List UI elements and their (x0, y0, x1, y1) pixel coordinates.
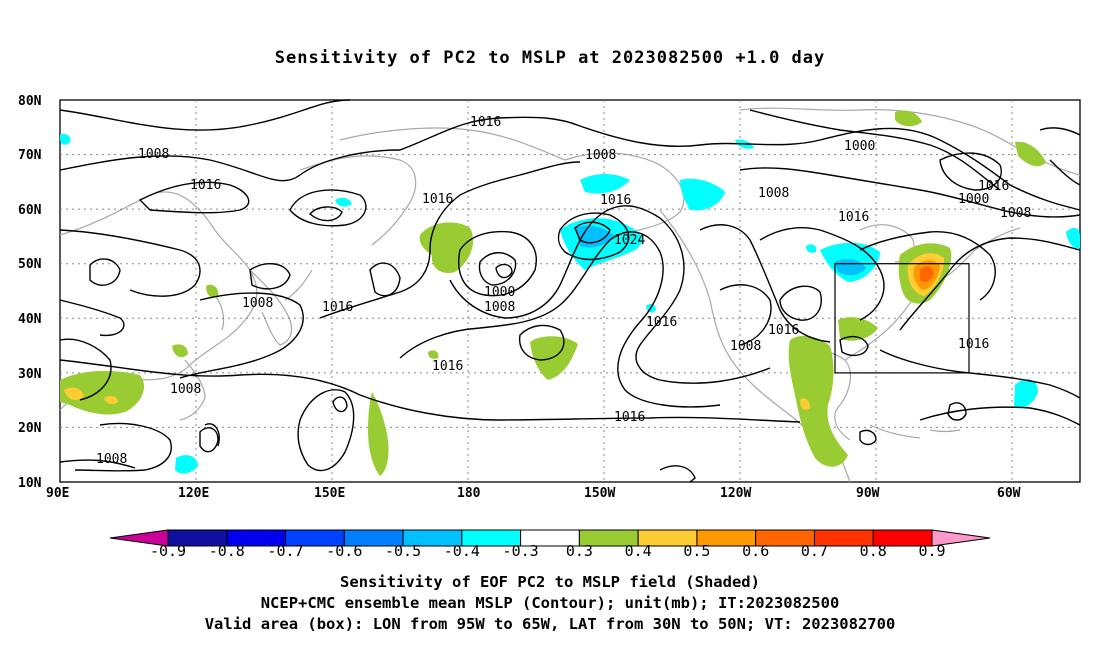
contour-label: 1016 (838, 210, 869, 225)
positive-sensitivity-patch (104, 395, 118, 405)
positive-sensitivity-patch (419, 222, 474, 274)
positive-sensitivity-patch (64, 387, 84, 400)
negative-sensitivity-patch (680, 178, 725, 211)
contour-label: 1008 (730, 339, 761, 354)
colorbar-tick-label: 0.8 (860, 542, 887, 560)
contour-label: 1016 (978, 179, 1009, 194)
contour-label: 1008 (1000, 206, 1031, 221)
positive-sensitivity-patch (800, 398, 810, 410)
contour-label: 1016 (646, 315, 677, 330)
lat-label: 40N (18, 312, 42, 327)
positive-sensitivity-patch (838, 317, 878, 341)
colorbar-tick-label: -0.7 (267, 542, 303, 560)
positive-sensitivity-patch (368, 392, 389, 476)
contour-label: 1008 (170, 382, 201, 397)
contour-label: 1016 (422, 192, 453, 207)
contour-label: 1000 (958, 192, 989, 207)
colorbar-tick-label: 0.9 (918, 542, 945, 560)
colorbar-tick-label: 0.7 (801, 542, 828, 560)
positive-sensitivity-patch (920, 266, 934, 282)
contour-label: 1000 (844, 139, 875, 154)
contour-label: 1016 (470, 115, 501, 130)
lon-label: 150E (314, 486, 345, 501)
lon-label: 120W (720, 486, 751, 501)
valid-area-box (834, 263, 970, 374)
contour-label: 1000 (484, 285, 515, 300)
negative-sensitivity-patch (806, 244, 817, 253)
chart-title: Sensitivity of PC2 to MSLP at 2023082500… (274, 48, 826, 68)
negative-sensitivity-patch (335, 197, 352, 207)
positive-sensitivity-patch (172, 344, 188, 358)
negative-sensitivity-patch (1014, 379, 1038, 409)
colorbar-tick-label: 0.4 (625, 542, 652, 560)
caption-line: Sensitivity of EOF PC2 to MSLP field (Sh… (340, 573, 760, 591)
positive-sensitivity-patch (895, 110, 922, 127)
lon-label: 90E (46, 486, 69, 501)
lon-label: 180 (457, 486, 481, 501)
colorbar-tick-label: -0.9 (150, 542, 186, 560)
latitude-labels: 80N 70N 60N 50N 40N 30N 20N 10N (18, 94, 42, 491)
mslp-contours (59, 99, 1081, 483)
lon-label: 60W (997, 486, 1021, 501)
positive-sensitivity-patch (206, 284, 219, 298)
contour-label: 1008 (585, 148, 616, 163)
negative-sensitivity-patch (1066, 227, 1080, 249)
contour-label: 1016 (768, 323, 799, 338)
caption-line: Valid area (box): LON from 95W to 65W, L… (204, 615, 896, 633)
negative-sensitivity-patch (580, 174, 630, 194)
positive-sensitivity-patch (428, 350, 439, 359)
colorbar-max-arrow (931, 529, 991, 547)
positive-sensitivity-patch (60, 370, 145, 415)
contour-labels: 1016 1008 1016 1008 1016 1008 1016 1016 … (96, 115, 1031, 467)
contour-label: 1016 (958, 337, 989, 352)
colorbar-tick-label: -0.4 (444, 542, 480, 560)
colorbar-tick-label: 0.6 (742, 542, 769, 560)
longitude-labels: 90E 120E 150E 180 150W 120W 90W 60W (46, 486, 1021, 501)
contour-label: 1016 (600, 193, 631, 208)
colorbar-tick-label: 0.3 (566, 542, 593, 560)
lat-label: 80N (18, 94, 42, 109)
contour-label: 1016 (614, 410, 645, 425)
caption-line: NCEP+CMC ensemble mean MSLP (Contour); u… (260, 594, 840, 612)
contour-label: 1008 (758, 186, 789, 201)
contour-label: 1008 (484, 300, 515, 315)
contour-label: 1008 (242, 296, 273, 311)
lon-label: 150W (584, 486, 615, 501)
sensitivity-shading (60, 110, 1080, 476)
contour-label: 1016 (432, 359, 463, 374)
caption-block: Sensitivity of EOF PC2 to MSLP field (Sh… (0, 572, 1100, 635)
lat-label: 70N (18, 148, 42, 163)
negative-sensitivity-patch (835, 259, 866, 276)
lon-label: 120E (178, 486, 209, 501)
colorbar-tick-label: -0.8 (209, 542, 245, 560)
colorbar-tick-label: -0.3 (503, 542, 539, 560)
positive-sensitivity-patch (1015, 141, 1046, 167)
lat-label: 30N (18, 367, 42, 382)
lat-label: 20N (18, 421, 42, 436)
lon-label: 90W (856, 486, 880, 501)
contour-label: 1016 (190, 178, 221, 193)
colorbar-tick-label: -0.5 (385, 542, 421, 560)
negative-sensitivity-patch (175, 455, 198, 474)
contour-label: 1024 (614, 233, 645, 248)
colorbar-tick-label: -0.6 (326, 542, 362, 560)
colorbar-tick-label: 0.5 (683, 542, 710, 560)
contour-label: 1008 (96, 452, 127, 467)
lat-label: 60N (18, 203, 42, 218)
negative-sensitivity-patch (60, 133, 71, 145)
contour-label: 1008 (138, 147, 169, 162)
positive-sensitivity-patch (530, 336, 578, 380)
lat-label: 10N (18, 476, 42, 491)
contour-label: 1016 (322, 300, 353, 315)
positive-sensitivity-patch (788, 335, 848, 467)
lat-label: 50N (18, 257, 42, 272)
